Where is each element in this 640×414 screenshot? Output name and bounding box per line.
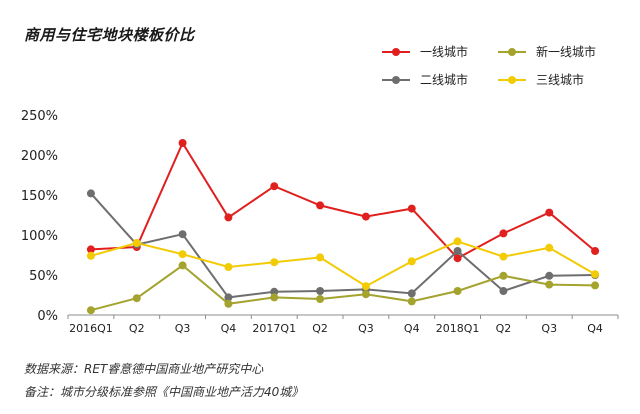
data-point <box>499 229 508 238</box>
data-point <box>545 280 554 289</box>
data-point <box>453 287 462 295</box>
y-tick-label: 200% <box>21 149 58 164</box>
data-point <box>545 208 554 217</box>
y-tick-label: 150% <box>21 189 58 204</box>
data-point <box>224 293 233 302</box>
legend-swatch-marker <box>392 48 400 56</box>
x-tick-label: 2016Q1 <box>69 322 113 335</box>
data-point <box>453 237 462 246</box>
data-point <box>545 243 554 252</box>
data-point <box>591 270 600 279</box>
series-line <box>90 140 596 260</box>
x-tick-label: Q3 <box>175 322 191 335</box>
data-point <box>591 281 600 290</box>
x-tick-label: Q3 <box>541 322 557 335</box>
data-point <box>499 287 508 295</box>
data-point <box>86 306 95 315</box>
data-point <box>316 253 325 262</box>
legend-swatch-marker <box>508 76 516 84</box>
data-point <box>178 250 187 259</box>
legend-swatch-marker <box>508 48 516 56</box>
data-point <box>132 294 141 303</box>
data-point <box>453 254 462 263</box>
x-tick-label: Q2 <box>312 322 328 335</box>
data-point <box>86 251 95 260</box>
data-point <box>270 287 279 296</box>
data-point <box>407 257 416 266</box>
y-tick-label: 50% <box>29 269 58 284</box>
legend-label: 一线城市 <box>420 44 468 59</box>
data-point <box>86 245 95 254</box>
y-tick-label: 250% <box>21 109 58 124</box>
remark-note: 备注：城市分级标准参照《中国商业地产活力40城》 <box>24 385 304 399</box>
legend-item: 二线城市 <box>382 72 468 87</box>
data-point <box>270 182 279 191</box>
legend-swatch-marker <box>392 76 400 84</box>
x-tick-label: 2018Q1 <box>436 322 480 335</box>
data-point <box>270 258 279 267</box>
series-line <box>90 264 596 312</box>
data-point <box>224 299 233 308</box>
data-point <box>86 189 95 198</box>
series-line <box>90 240 596 288</box>
x-tick-label: Q2 <box>129 322 145 335</box>
y-tick-label: 100% <box>21 229 58 244</box>
x-tick-label: Q3 <box>358 322 374 335</box>
series-lines <box>86 139 600 315</box>
data-point <box>407 204 416 213</box>
data-point <box>132 239 141 247</box>
chart-title: 商用与住宅地块楼板价比 <box>24 26 195 44</box>
series-group <box>86 139 600 263</box>
data-point <box>499 252 508 261</box>
data-point <box>178 261 187 270</box>
data-point <box>316 201 325 210</box>
data-point <box>361 282 370 291</box>
x-tick-label: Q4 <box>404 322 420 335</box>
x-tick-label: Q4 <box>221 322 237 335</box>
data-point <box>316 287 325 295</box>
data-point <box>591 247 600 255</box>
x-tick-label: Q2 <box>496 322 512 335</box>
data-point <box>178 230 187 239</box>
legend-item: 一线城市 <box>382 44 468 59</box>
data-point <box>545 271 554 280</box>
data-point <box>224 263 233 271</box>
data-point <box>361 212 370 221</box>
source-note: 数据来源：RET睿意德中国商业地产研究中心 <box>24 362 264 376</box>
data-point <box>407 289 416 298</box>
legend-label: 二线城市 <box>420 72 468 87</box>
data-point <box>316 295 325 303</box>
legend-label: 三线城市 <box>536 72 584 87</box>
legend-label: 新一线城市 <box>536 44 596 59</box>
series-group <box>86 237 600 291</box>
data-point <box>178 139 187 147</box>
axes: 2016Q1 Q2 Q3 Q4 2017Q1 Q2 Q3 Q4 2018Q1 Q2 Q3 Q4 0% 50… <box>21 109 619 335</box>
y-tick-label: 0% <box>37 309 58 324</box>
data-point <box>453 247 462 255</box>
series-group <box>86 261 600 315</box>
data-point <box>407 297 416 306</box>
data-point <box>224 213 233 222</box>
data-point <box>361 290 370 299</box>
series-group <box>86 189 600 302</box>
series-line <box>90 192 596 299</box>
legend-item: 三线城市 <box>498 72 584 87</box>
x-tick-label: Q4 <box>587 322 603 335</box>
legend-item: 新一线城市 <box>498 44 596 59</box>
data-point <box>499 271 508 280</box>
data-point <box>270 293 279 302</box>
x-tick-label: 2017Q1 <box>252 322 296 335</box>
